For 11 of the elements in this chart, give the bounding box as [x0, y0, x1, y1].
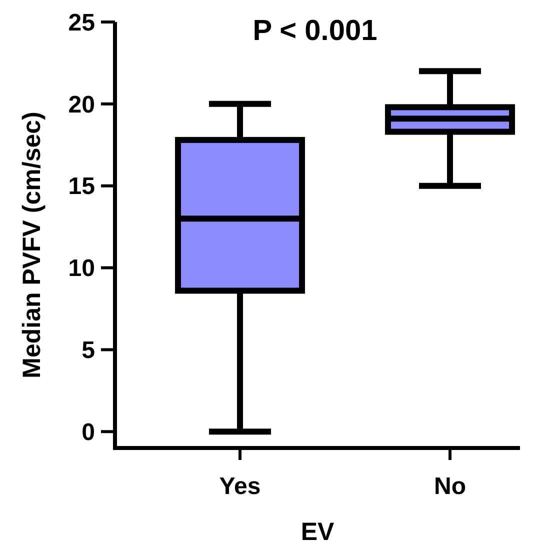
- chart-title: P < 0.001: [252, 15, 378, 47]
- x-axis-title: EV: [300, 518, 334, 546]
- x-tick-label: Yes: [219, 473, 261, 500]
- y-tick-label: 0: [82, 419, 95, 446]
- y-tick-label: 10: [68, 255, 95, 282]
- x-tick-label: No: [434, 473, 466, 500]
- y-tick-label: 5: [82, 337, 95, 364]
- y-tick-label: 20: [68, 91, 95, 118]
- y-axis-title: Median PVFV (cm/sec): [18, 112, 46, 378]
- y-tick-label: 15: [68, 173, 95, 200]
- y-tick-label: 25: [68, 9, 95, 36]
